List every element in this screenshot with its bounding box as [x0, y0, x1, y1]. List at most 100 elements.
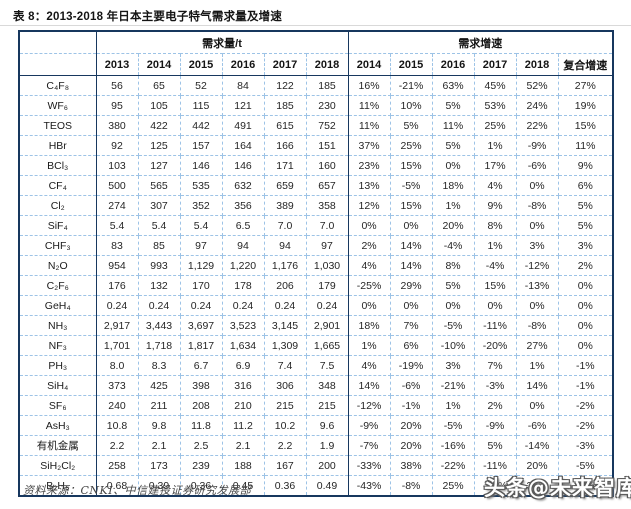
- demand-value-cell: 52: [179, 75, 223, 96]
- demand-section-header: 需求量/t: [95, 30, 349, 54]
- table-row: SiH₄ 373 425 398 316 306 348 14% -6% -21% -3% 14% -1…: [18, 375, 614, 396]
- demand-value-cell: 160: [305, 155, 349, 176]
- growth-value-cell: 23%: [347, 155, 391, 176]
- growth-value-cell: 38%: [389, 455, 433, 476]
- demand-value-cell: 92: [95, 135, 139, 156]
- growth-value-cell: -5%: [431, 315, 475, 336]
- growth-value-cell: 0%: [389, 295, 433, 316]
- demand-value-cell: 1.9: [305, 435, 349, 456]
- cagr-value-cell: 19%: [557, 95, 614, 116]
- demand-value-cell: 3,697: [179, 315, 223, 336]
- growth-value-cell: 1%: [347, 335, 391, 356]
- row-label: 有机金属: [18, 435, 97, 456]
- row-label: C₄F₈: [18, 75, 97, 96]
- table-row: SiH₂Cl₂ 258 173 239 188 167 200 -33% 38% -22% -11%…: [18, 455, 614, 476]
- growth-value-cell: 3%: [515, 235, 559, 256]
- growth-value-cell: 20%: [389, 435, 433, 456]
- demand-value-cell: 215: [263, 395, 307, 416]
- demand-value-cell: 274: [95, 195, 139, 216]
- demand-value-cell: 94: [263, 235, 307, 256]
- table-row: C₂F₆ 176 132 170 178 206 179 -25% 29% 5% 15% -13% 0%: [18, 275, 614, 296]
- growth-value-cell: 18%: [431, 175, 475, 196]
- table-row: NF₃ 1,701 1,718 1,817 1,634 1,309 1,665 1% 6% -10…: [18, 335, 614, 356]
- demand-value-cell: 215: [305, 395, 349, 416]
- row-label: PH₃: [18, 355, 97, 376]
- growth-value-cell: -13%: [515, 275, 559, 296]
- growth-value-cell: -12%: [347, 395, 391, 416]
- demand-value-cell: 7.4: [263, 355, 307, 376]
- growth-value-cell: -6%: [389, 375, 433, 396]
- growth-value-cell: 5%: [431, 95, 475, 116]
- growth-value-cell: 15%: [389, 155, 433, 176]
- growth-value-cell: 1%: [431, 195, 475, 216]
- demand-value-cell: 185: [263, 95, 307, 116]
- demand-value-cell: 8.0: [95, 355, 139, 376]
- data-source-note: 资料来源：CNKI、中信建投证券研究发展部: [23, 484, 252, 497]
- demand-value-cell: 0.36: [263, 475, 307, 497]
- demand-value-cell: 1,701: [95, 335, 139, 356]
- growth-value-cell: -4%: [473, 255, 517, 276]
- demand-value-cell: 0.45: [221, 475, 265, 497]
- growth-value-cell: 14%: [389, 255, 433, 276]
- growth-value-cell: 4%: [347, 355, 391, 376]
- growth-value-cell: 1%: [515, 355, 559, 376]
- cagr-value-cell: 0%: [557, 275, 614, 296]
- demand-value-cell: 0.24: [263, 295, 307, 316]
- growth-value-cell: 0%: [389, 215, 433, 236]
- cagr-value-cell: 0%: [557, 335, 614, 356]
- growth-value-cell: 45%: [473, 75, 517, 96]
- table-title: 表 8：2013-2018 年日本主要电子特气需求量及增速: [13, 11, 283, 23]
- growth-value-cell: 20%: [389, 415, 433, 436]
- row-label: C₂F₆: [18, 275, 97, 296]
- demand-value-cell: 83: [95, 235, 139, 256]
- growth-value-cell: -43%: [347, 475, 391, 497]
- demand-value-cell: 7.5: [305, 355, 349, 376]
- growth-value-cell: 5%: [473, 435, 517, 456]
- row-label: NH₃: [18, 315, 97, 336]
- cagr-value-cell: -6%: [557, 475, 614, 497]
- year-column-header: 2013: [95, 53, 139, 76]
- demand-value-cell: 173: [137, 455, 181, 476]
- growth-value-cell: -19%: [389, 355, 433, 376]
- demand-value-cell: 659: [263, 175, 307, 196]
- demand-value-cell: 2,917: [95, 315, 139, 336]
- row-label: TEOS: [18, 115, 97, 136]
- demand-value-cell: 6.9: [221, 355, 265, 376]
- demand-value-cell: 10.8: [95, 415, 139, 436]
- demand-value-cell: 210: [221, 395, 265, 416]
- growth-value-cell: -6%: [515, 155, 559, 176]
- demand-value-cell: 2.1: [137, 435, 181, 456]
- year-header-row: 2013 2014 2015 2016 2017 2018 2014 2015 2016 2017…: [18, 53, 614, 76]
- demand-value-cell: 115: [179, 95, 223, 116]
- demand-value-cell: 352: [179, 195, 223, 216]
- growth-value-cell: 10%: [389, 95, 433, 116]
- demand-value-cell: 167: [263, 455, 307, 476]
- demand-value-cell: 500: [95, 175, 139, 196]
- demand-value-cell: 11.8: [179, 415, 223, 436]
- table-row: WF₆ 95 105 115 121 185 230 11% 10% 5% 53% 24% 19%: [18, 95, 614, 116]
- year-column-header: 2018: [515, 53, 559, 76]
- growth-value-cell: 63%: [431, 75, 475, 96]
- growth-value-cell: -20%: [473, 475, 517, 497]
- growth-value-cell: 5%: [389, 115, 433, 136]
- year-column-header: 2017: [263, 53, 307, 76]
- cagr-value-cell: 0%: [557, 295, 614, 316]
- demand-value-cell: 97: [305, 235, 349, 256]
- demand-value-cell: 10.2: [263, 415, 307, 436]
- growth-value-cell: 25%: [431, 475, 475, 497]
- growth-value-cell: -5%: [389, 175, 433, 196]
- demand-value-cell: 230: [305, 95, 349, 116]
- gas-demand-table: 需求量/t 需求增速 2013 2014 2015 2016 2017 2018 2014 2…: [18, 30, 615, 497]
- table-body: C₄F₈ 56 65 52 84 122 185 16% -21% 63% 45% 52% 27% WF₆…: [18, 75, 614, 497]
- growth-value-cell: -12%: [515, 255, 559, 276]
- cagr-value-cell: 6%: [557, 175, 614, 196]
- table-row: BCl₃ 103 127 146 146 171 160 23% 15% 0% 17% -6% 9%: [18, 155, 614, 176]
- demand-value-cell: 151: [305, 135, 349, 156]
- growth-value-cell: 9%: [473, 195, 517, 216]
- demand-value-cell: 389: [263, 195, 307, 216]
- demand-value-cell: 1,309: [263, 335, 307, 356]
- growth-value-cell: -4%: [431, 235, 475, 256]
- demand-value-cell: 103: [95, 155, 139, 176]
- growth-value-cell: -6%: [515, 415, 559, 436]
- corner-cell: [18, 53, 97, 76]
